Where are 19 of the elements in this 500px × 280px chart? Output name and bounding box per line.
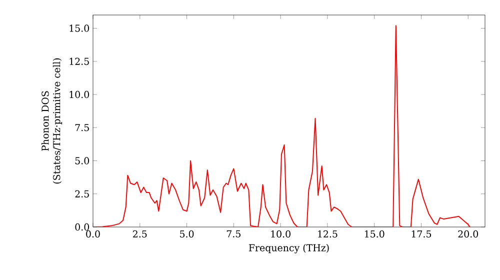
x-tick-label: 10.0	[271, 230, 290, 238]
x-tick-label: 12.5	[318, 230, 338, 238]
y-tick-label: 12.5	[70, 58, 89, 65]
y-tick-label: 5.0	[75, 157, 90, 164]
x-tick-label: 0.0	[86, 230, 100, 238]
y-axis-title: Phonon DOS (States/THz·primitive cell)	[41, 58, 62, 184]
x-tick-label: 17.5	[412, 230, 432, 238]
line-series	[93, 25, 470, 227]
y-tick-label: 0.0	[75, 223, 90, 231]
x-tick-label: 20.0	[458, 230, 478, 238]
y-tick-label: 10.0	[70, 90, 90, 98]
y-tick-label: 15.0	[70, 24, 90, 32]
x-tick-label: 15.0	[364, 230, 384, 238]
x-tick-label: 5.0	[180, 230, 194, 238]
x-tick-label: 7.5	[226, 230, 240, 238]
x-axis-title: Frequency (THz)	[248, 244, 329, 254]
x-tick-label: 2.5	[133, 230, 147, 238]
y-tick-label: 2.5	[75, 190, 89, 198]
y-tick-label: 7.5	[75, 124, 89, 132]
